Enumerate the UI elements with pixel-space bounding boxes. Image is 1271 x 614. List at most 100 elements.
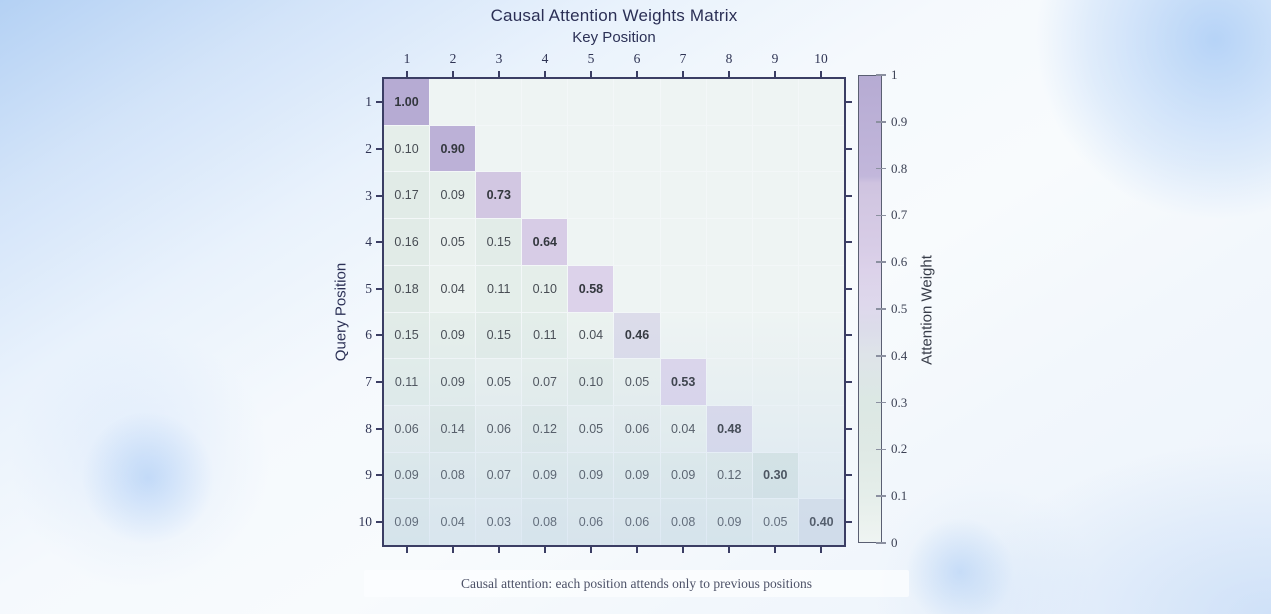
heatmap-cell: 0.05 [752, 499, 798, 545]
y-tick-label: 4 [365, 234, 372, 250]
tick-mark-left [376, 474, 382, 477]
heatmap-cell [660, 219, 706, 265]
tick-mark-left [376, 380, 382, 383]
colorbar-tick [876, 261, 886, 263]
colorbar-tick [876, 74, 886, 76]
caption-text: Causal attention: each position attends … [461, 575, 812, 591]
heatmap-cell [660, 125, 706, 172]
heatmap-cell: 0.10 [568, 359, 614, 405]
heatmap-cell [798, 265, 844, 312]
heatmap-cell [522, 125, 568, 172]
y-tick-label: 1 [365, 94, 372, 110]
heatmap-cell [614, 125, 660, 172]
colorbar-tick-label: 0 [891, 535, 898, 550]
heatmap-cell: 0.09 [660, 452, 706, 499]
heatmap-cell: 0.90 [430, 125, 476, 172]
tick-mark-right [846, 474, 852, 477]
heatmap-cell: 0.06 [568, 499, 614, 545]
x-tick-label: 10 [814, 51, 828, 66]
heatmap-cell: 0.08 [522, 499, 568, 545]
colorbar-label: Attention Weight [918, 255, 936, 365]
heatmap-cell [430, 79, 476, 125]
heatmap-cell: 0.64 [522, 219, 568, 265]
heatmap-cell: 0.09 [522, 452, 568, 499]
heatmap-cell: 0.05 [614, 359, 660, 405]
tick-mark-bottom [820, 547, 822, 553]
tick-mark-right [846, 287, 852, 290]
heatmap-cell: 0.11 [384, 359, 430, 405]
y-axis-label: Query Position [332, 262, 350, 362]
x-tick-label: 7 [679, 51, 687, 66]
heatmap-cell [706, 219, 752, 265]
heatmap-cell: 0.04 [430, 265, 476, 312]
colorbar-tick-label: 0.5 [891, 301, 908, 316]
heatmap-cell [798, 219, 844, 265]
heatmap-cell [706, 172, 752, 219]
tick-mark-top [498, 71, 500, 77]
heatmap-cell: 0.04 [430, 499, 476, 545]
heatmap-cell [706, 312, 752, 359]
heatmap-cell: 0.09 [706, 499, 752, 545]
heatmap-cell: 0.09 [384, 452, 430, 499]
tick-mark-top [452, 71, 454, 77]
heatmap-cell: 0.06 [614, 405, 660, 452]
heatmap-cell: 0.09 [430, 312, 476, 359]
tick-mark-left [376, 147, 382, 150]
colorbar-tick-label: 0.7 [891, 207, 908, 223]
heatmap-cell: 0.04 [660, 405, 706, 452]
y-tick-label: 9 [365, 467, 372, 483]
heatmap-cell: 0.08 [430, 452, 476, 499]
heatmap-cell: 0.73 [476, 172, 522, 219]
heatmap-cell [614, 219, 660, 265]
tick-mark-right [846, 101, 852, 104]
heatmap-cell [568, 79, 614, 125]
colorbar-tick-label: 0.1 [891, 488, 908, 504]
colorbar-tick-label: 0.9 [891, 113, 908, 129]
tick-mark-right [846, 334, 852, 337]
heatmap-cell: 0.09 [568, 452, 614, 499]
heatmap-cell: 0.05 [430, 219, 476, 265]
tick-mark-bottom [452, 547, 454, 553]
heatmap-cell [568, 172, 614, 219]
y-tick-label: 7 [365, 373, 372, 389]
heatmap-cell: 0.09 [430, 359, 476, 405]
tick-mark-bottom [406, 547, 408, 553]
x-tick-label: 6 [633, 51, 641, 66]
tick-mark-top [406, 71, 408, 77]
heatmap-cell [798, 312, 844, 359]
heatmap-cell: 0.09 [430, 172, 476, 219]
tick-mark-bottom [498, 547, 500, 553]
heatmap-cell [568, 219, 614, 265]
heatmap-cell: 0.06 [476, 405, 522, 452]
heatmap-cell: 0.15 [476, 312, 522, 359]
tick-mark-right [846, 194, 852, 197]
heatmap-cell [752, 172, 798, 219]
x-tick-label: 8 [725, 51, 733, 66]
heatmap-cell [476, 79, 522, 125]
heatmap-cell: 0.17 [384, 172, 430, 219]
y-tick-label: 3 [365, 187, 372, 203]
heatmap-cell: 0.46 [614, 312, 660, 359]
tick-mark-left [376, 241, 382, 244]
x-tick-label: 5 [587, 51, 595, 66]
heatmap-cell: 0.11 [522, 312, 568, 359]
tick-mark-left [376, 194, 382, 197]
colorbar-tick-label: 1 [891, 67, 898, 82]
heatmap-cell: 0.07 [522, 359, 568, 405]
heatmap-cell [798, 452, 844, 499]
caption-band: Causal attention: each position attends … [364, 570, 909, 597]
tick-mark-left [376, 101, 382, 104]
colorbar-tick [876, 121, 886, 123]
heatmap-cell [752, 265, 798, 312]
heatmap-cell [476, 125, 522, 172]
y-tick-label: 10 [358, 513, 373, 529]
heatmap-cell [752, 79, 798, 125]
x-tick-label: 9 [771, 51, 779, 66]
heatmap-cell: 0.40 [798, 499, 844, 545]
heatmap-cell [660, 79, 706, 125]
heatmap-cell [614, 265, 660, 312]
heatmap-cell: 0.10 [522, 265, 568, 312]
x-axis-label: Key Position [572, 29, 656, 46]
chart-title: Causal Attention Weights Matrix [490, 6, 738, 25]
